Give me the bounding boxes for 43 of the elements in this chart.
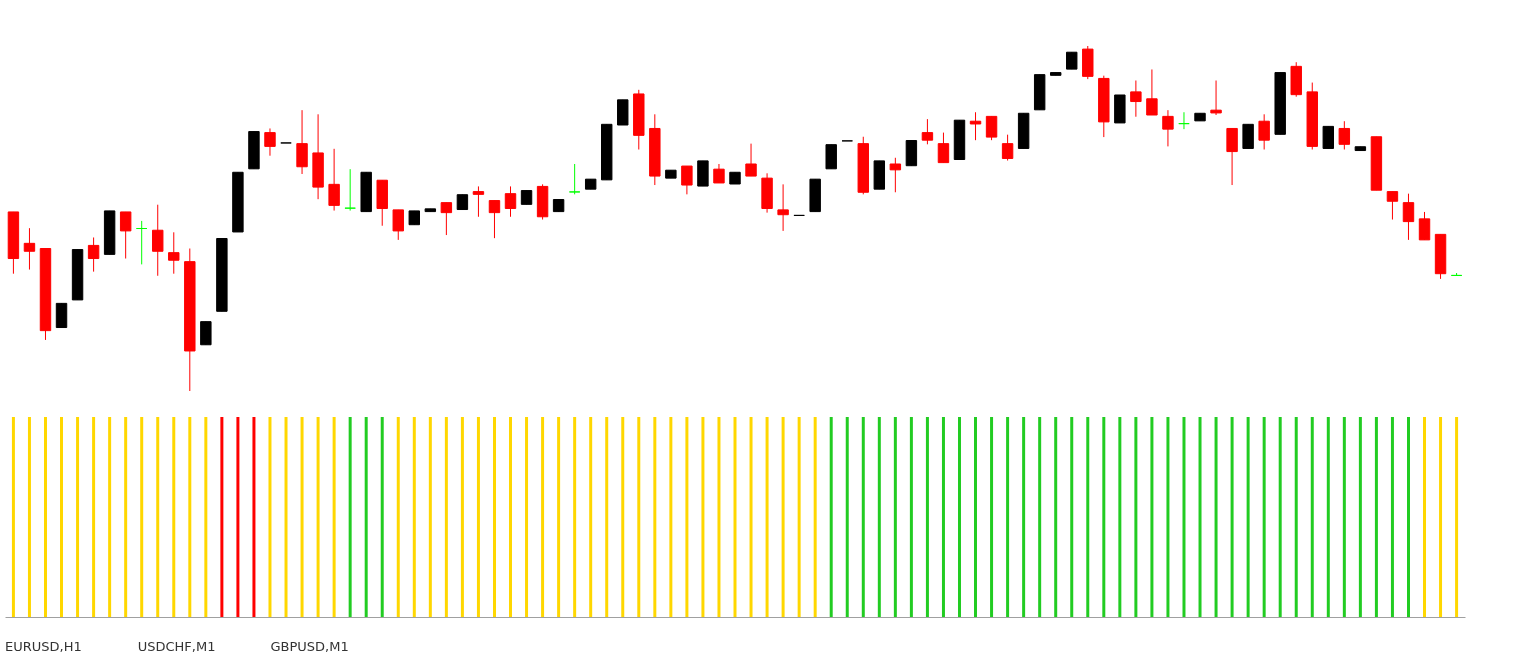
candlestick — [681, 165, 693, 195]
candlestick — [168, 231, 180, 275]
candlestick — [969, 111, 982, 141]
candlestick — [1226, 127, 1238, 186]
candlestick — [504, 185, 517, 218]
candlestick — [200, 321, 212, 346]
candlestick — [937, 132, 950, 164]
candlestick — [745, 143, 757, 177]
candlestick — [296, 109, 308, 175]
candlestick — [1146, 68, 1158, 116]
candlestick — [135, 220, 148, 265]
text: GBPUSD,M1 — [270, 639, 349, 654]
candlestick — [1162, 109, 1174, 147]
candlestick — [568, 163, 581, 195]
candlestick — [1258, 113, 1270, 150]
candlestick — [264, 127, 276, 157]
candlestick — [713, 163, 725, 184]
candlestick — [392, 209, 404, 241]
candlestick — [985, 115, 998, 141]
candlestick — [23, 227, 36, 271]
candlestick — [1402, 193, 1415, 241]
candlestick — [440, 202, 453, 236]
candlestick — [472, 185, 485, 218]
candlestick — [1322, 125, 1335, 149]
candlestick — [1130, 80, 1142, 118]
candlestick — [889, 157, 902, 193]
candlestick — [1178, 111, 1190, 130]
candlestick — [777, 183, 789, 232]
candlestick — [1386, 191, 1399, 221]
candlestick — [1418, 211, 1431, 241]
text: USDCHF,M1 — [137, 639, 216, 654]
candlestick — [488, 200, 501, 239]
candlestick — [1338, 120, 1351, 150]
candlestick — [87, 236, 100, 273]
candlestick — [1001, 134, 1014, 162]
candlestick — [921, 118, 934, 145]
candlestick — [119, 211, 132, 260]
candlestick — [1210, 80, 1222, 116]
candlestick — [152, 204, 164, 277]
candlestick — [1450, 272, 1463, 276]
candlestick — [328, 148, 340, 212]
text: EURUSD,H1 — [5, 639, 82, 654]
candlestick — [344, 168, 356, 212]
